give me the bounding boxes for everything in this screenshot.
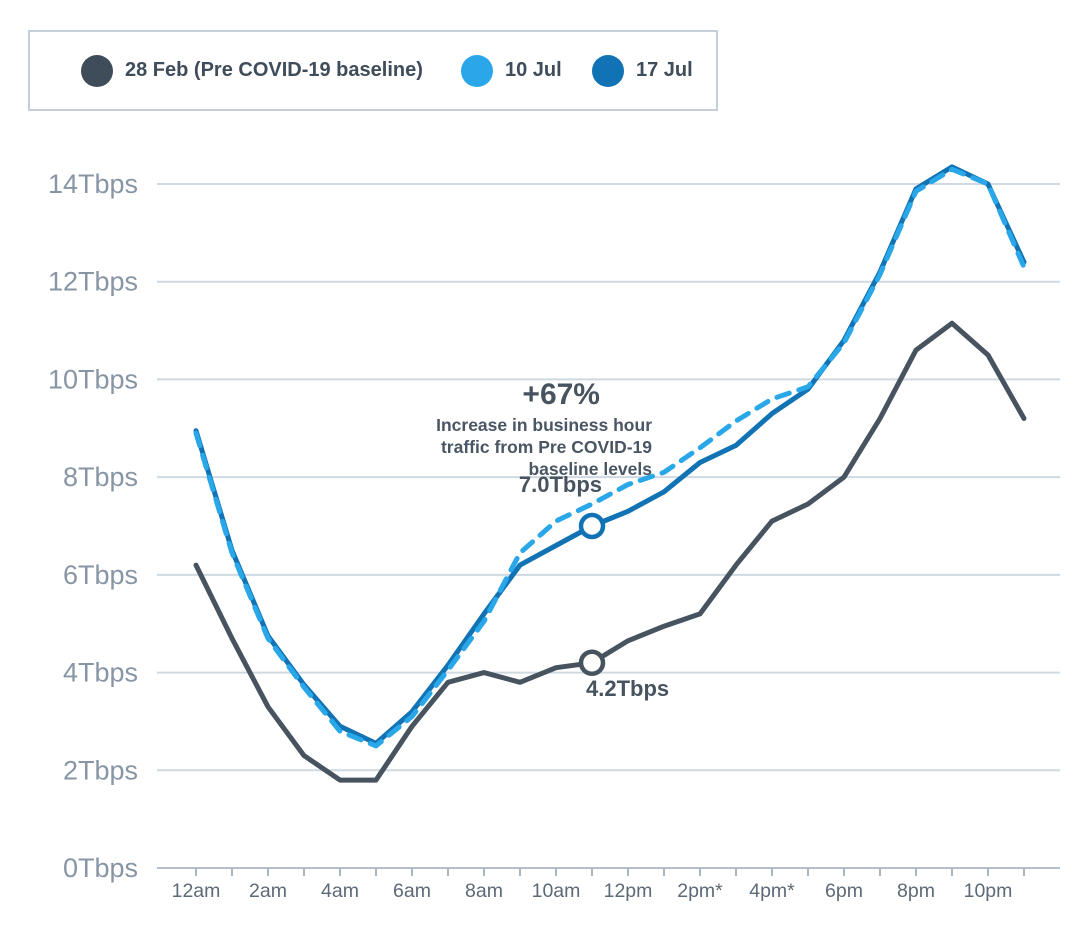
x-axis-label: 8pm <box>897 880 935 902</box>
legend-dot-icon <box>592 54 624 87</box>
annotation-subtext-line: Increase in business hour <box>436 415 652 435</box>
y-axis-label: 4Tbps <box>63 658 138 688</box>
y-axis-label: 8Tbps <box>63 462 138 492</box>
y-axis-label: 10Tbps <box>48 364 138 394</box>
x-axis-label: 6am <box>393 880 431 902</box>
data-point-marker <box>578 649 606 677</box>
x-axis-label: 4am <box>321 880 359 902</box>
x-axis-label: 2pm* <box>677 880 723 902</box>
annotation-subtext-line: baseline levels <box>528 459 652 479</box>
legend-label: 28 Feb (Pre COVID-19 baseline) <box>125 59 423 81</box>
y-axis-label: 6Tbps <box>63 560 138 590</box>
legend-label: 17 Jul <box>636 59 693 81</box>
y-axis-label: 2Tbps <box>63 755 138 785</box>
y-axis-label: 14Tbps <box>48 169 138 199</box>
x-axis-label: 12pm <box>604 880 653 902</box>
legend-label: 10 Jul <box>505 59 562 81</box>
x-axis-label: 10am <box>532 880 581 902</box>
legend-dot-icon <box>461 54 493 87</box>
series-line-28-feb-(pre-covid-19-baseline) <box>193 320 1027 783</box>
x-axis-label: 8am <box>465 880 503 902</box>
annotation-subtext-line: traffic from Pre COVID-19 <box>440 437 652 457</box>
x-axis-label: 2am <box>249 880 287 902</box>
x-axis-label: 12am <box>172 880 221 902</box>
x-axis-label: 4pm* <box>749 880 795 902</box>
data-point-marker <box>578 512 606 540</box>
legend-dot-icon <box>81 54 113 87</box>
series-line-10-jul <box>193 166 1027 749</box>
legend-item-17-jul: 17 Jul <box>592 32 693 109</box>
annotation-headline: +67% <box>522 378 600 411</box>
x-axis-label: 6pm <box>825 880 863 902</box>
legend-item-10-jul: 10 Jul <box>461 32 562 109</box>
annotation-subtext: Increase in business hour traffic from P… <box>436 414 652 480</box>
legend: 28 Feb (Pre COVID-19 baseline) 10 Jul 17… <box>28 30 718 111</box>
legend-item-28-feb: 28 Feb (Pre COVID-19 baseline) <box>81 32 423 109</box>
y-axis-label: 12Tbps <box>48 267 138 297</box>
point-label-7-0-tbps: 7.0Tbps <box>518 472 602 497</box>
x-axis-label: 10pm <box>964 880 1013 902</box>
point-label-4-2-tbps: 4.2Tbps <box>586 676 670 701</box>
y-axis-label: 0Tbps <box>63 853 138 883</box>
